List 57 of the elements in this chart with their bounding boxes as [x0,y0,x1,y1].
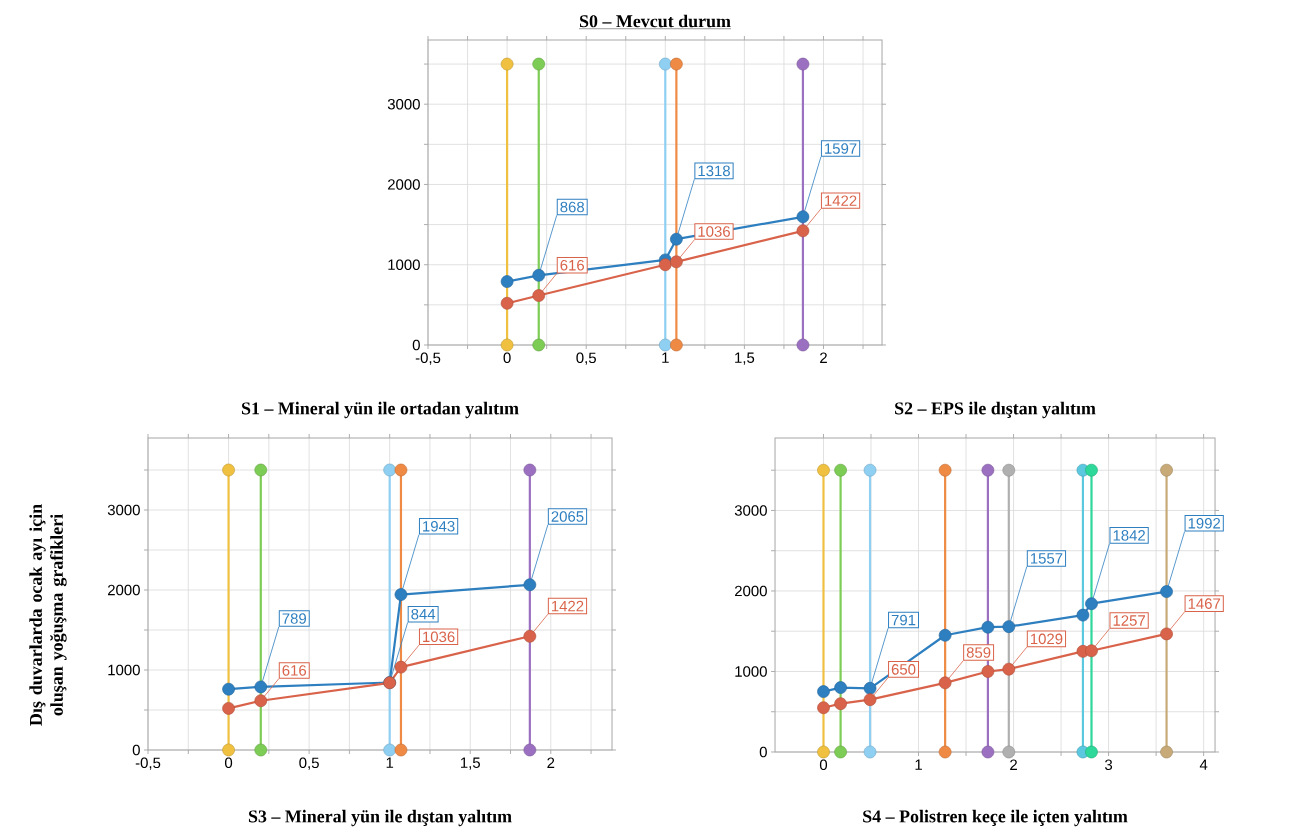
y-tick-label: 3000 [107,504,140,516]
data-label: 1036 [423,631,455,643]
data-label: 868 [560,201,585,213]
data-label: 1943 [423,520,455,532]
y-tick-label: 0 [412,339,420,351]
data-label: 1842 [1113,530,1145,541]
y-tick-label: 0 [759,746,767,758]
x-tick-label: 4 [1199,759,1208,770]
data-label: 1257 [1113,615,1145,626]
data-label: 1467 [1188,598,1221,609]
data-label: 844 [411,608,436,620]
data-label: 1422 [551,600,584,612]
x-tick-label: 0 [224,757,233,769]
chart-title: S0 – Mevcut durum [580,14,731,28]
x-tick-label: 0,5 [299,757,319,770]
data-label: 1597 [825,143,857,154]
x-tick-label: 1 [662,352,669,363]
x-tick-label: 0,5 [576,352,596,365]
data-label: 1036 [698,226,730,237]
y-tick-label: 3000 [387,98,420,110]
y-tick-label: 0 [132,744,140,756]
y-tick-label: 2000 [735,585,767,597]
data-label: 1557 [1030,553,1063,564]
data-label: 1422 [825,195,857,206]
x-tick-label: -0,5 [135,757,161,770]
x-tick-label: 1 [386,757,394,768]
data-label: 1992 [1188,518,1221,529]
text: S4 – Polistren keçe ile içten yalıtım [863,809,1128,827]
x-tick-label: 0 [503,352,511,364]
x-tick-label: 3 [1105,759,1113,771]
data-label: 859 [966,647,991,658]
data-label: 1029 [1030,633,1063,645]
y-tick-label: 1000 [108,664,140,676]
y-tick-label: 1000 [735,666,767,677]
x-tick-label: 1 [915,759,922,770]
x-tick-label: 2 [1010,759,1017,770]
data-label: 1318 [698,165,730,177]
data-label: 791 [891,614,916,626]
x-tick-label: -0,5 [415,352,441,365]
x-tick-label: 2 [820,352,827,363]
data-label: 650 [891,664,916,675]
x-tick-label: 2 [547,757,555,768]
chart-title: S2 – EPS ile dıştan yalıtım [895,401,1096,419]
x-tick-label: 1,5 [460,757,480,770]
data-label: 616 [282,665,307,676]
y-tick-label: 2000 [388,179,420,190]
y-tick-label: 2000 [107,584,140,596]
x-tick-label: 1,5 [735,352,755,365]
data-label: 789 [282,613,306,624]
y-tick-label: 3000 [734,505,767,516]
chart-title: S1 – Mineral yün ile ortadan yalıtım [241,401,519,419]
text: S3 – Mineral yün ile dıştan yalıtım [248,809,512,827]
y-tick-label: 1000 [388,259,420,271]
y-axis-title: Dış duvarlarda ocak ayı için oluşan yoğuşma grafikleri [29,504,67,726]
x-tick-label: 0 [819,759,828,771]
data-label: 2065 [551,511,584,522]
data-label: 616 [560,259,585,271]
